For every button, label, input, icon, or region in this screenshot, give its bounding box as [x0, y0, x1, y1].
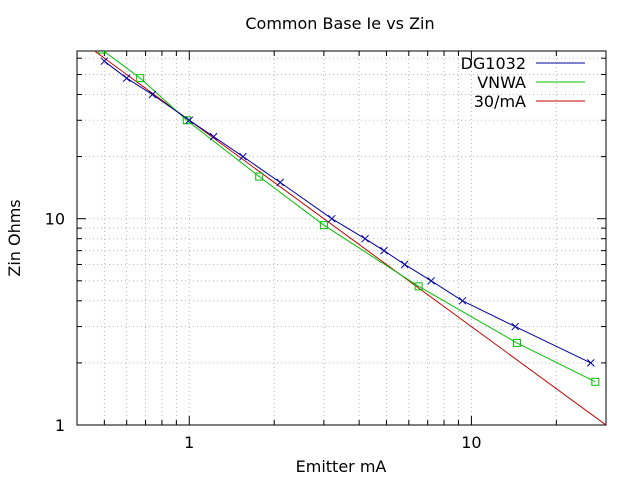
legend-label: 30/mA — [474, 92, 526, 111]
data-point — [97, 51, 106, 54]
point-mark — [327, 214, 336, 223]
point-mark — [276, 178, 285, 187]
data-point — [414, 282, 423, 291]
point-mark — [122, 74, 131, 83]
data-point — [361, 234, 369, 243]
grid — [76, 51, 607, 426]
data-point — [511, 322, 520, 331]
data-point — [185, 116, 194, 125]
axis-ticks — [76, 51, 607, 426]
point-mark — [209, 132, 218, 141]
legend-item: 30/mA — [474, 92, 585, 111]
plot-border — [76, 50, 607, 426]
series-dg1032 — [100, 57, 595, 367]
data-point — [209, 132, 218, 141]
point-mark — [586, 359, 595, 367]
point-mark — [380, 246, 388, 255]
y-axis-label: Zin Ohms — [5, 199, 24, 276]
point-mark — [511, 322, 520, 331]
data-point — [458, 296, 467, 305]
x-tick-label: 1 — [184, 433, 194, 452]
legend-item: DG1032 — [461, 54, 585, 73]
data-point — [327, 214, 336, 223]
x-tick-label: 10 — [461, 433, 481, 452]
point-mark — [427, 276, 435, 285]
point-mark — [458, 296, 467, 305]
data-point — [182, 116, 191, 125]
point-mark — [400, 260, 409, 269]
legend-item: VNWA — [477, 73, 585, 92]
plot-frame — [76, 50, 607, 426]
series-vnwa — [97, 51, 600, 386]
series-group — [93, 51, 606, 425]
data-point — [136, 74, 145, 83]
data-point — [427, 276, 435, 285]
series-30-ma — [93, 51, 606, 425]
x-axis-label: Emitter mA — [296, 457, 387, 476]
tick-labels: 1 10 1 10 — [45, 210, 482, 452]
series-line — [102, 51, 596, 383]
data-point — [380, 246, 388, 255]
data-point — [239, 152, 247, 161]
point-mark — [100, 57, 109, 66]
data-point — [100, 57, 109, 66]
legend-label: VNWA — [477, 73, 526, 92]
data-point — [148, 90, 157, 99]
data-point — [400, 260, 409, 269]
legend-label: DG1032 — [461, 54, 526, 73]
point-mark — [185, 116, 194, 125]
point-mark — [239, 152, 247, 161]
data-point — [319, 221, 328, 230]
data-point — [276, 178, 285, 187]
data-point — [255, 172, 264, 181]
chart-title: Common Base Ie vs Zin — [245, 14, 434, 33]
point-mark — [148, 90, 157, 99]
data-point — [586, 359, 595, 367]
y-tick-label: 10 — [45, 210, 65, 229]
data-point — [122, 74, 131, 83]
point-mark — [361, 234, 369, 243]
data-point — [591, 377, 600, 386]
series-line — [93, 51, 606, 425]
y-tick-label: 1 — [55, 416, 65, 435]
data-point — [512, 338, 521, 347]
